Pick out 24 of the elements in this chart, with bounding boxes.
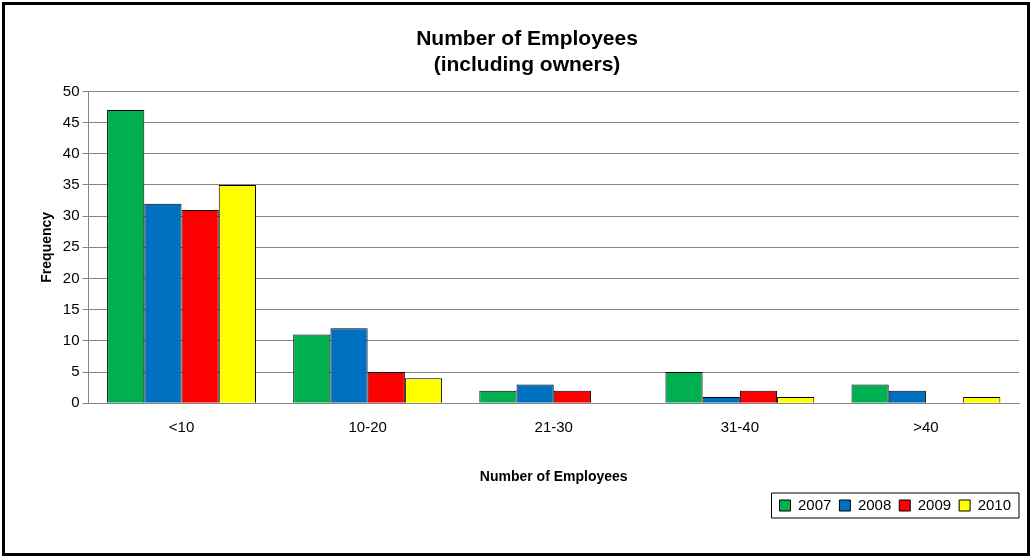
y-tick-label: 15 bbox=[62, 299, 80, 317]
y-tick-label: 5 bbox=[71, 362, 80, 380]
legend-label: 2009 bbox=[917, 495, 952, 513]
chart-subtitle: (including owners) bbox=[433, 51, 621, 75]
legend-label: 2008 bbox=[857, 495, 892, 513]
y-tick-label: 20 bbox=[62, 268, 80, 286]
legend-label: 2007 bbox=[798, 495, 832, 513]
y-tick-label: 45 bbox=[62, 112, 80, 130]
x-tick-label: 21-30 bbox=[534, 418, 573, 436]
x-tick-label: <10 bbox=[168, 418, 195, 436]
y-axis-title: Frequency bbox=[38, 211, 55, 283]
y-tick-label: 10 bbox=[62, 330, 80, 348]
y-tick-label: 40 bbox=[62, 143, 80, 161]
chart-title: Number of Employees bbox=[416, 26, 638, 50]
y-tick-label: 0 bbox=[71, 393, 80, 411]
x-axis-title: Number of Employees bbox=[479, 468, 628, 485]
x-tick-label: 31-40 bbox=[720, 418, 760, 436]
y-tick-label: 35 bbox=[62, 175, 80, 193]
y-tick-label: 30 bbox=[62, 206, 80, 224]
x-tick-label: 10-20 bbox=[348, 418, 387, 436]
y-tick-label: 25 bbox=[62, 237, 80, 255]
legend-label: 2010 bbox=[977, 495, 1012, 513]
x-tick-label: >40 bbox=[913, 418, 939, 436]
y-tick-label: 50 bbox=[62, 81, 80, 99]
